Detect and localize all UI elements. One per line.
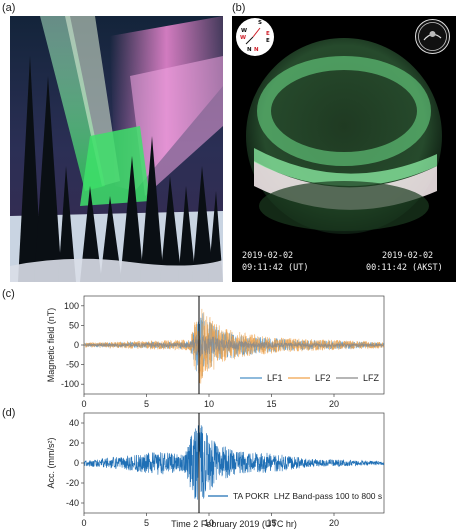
compass-w-red: W — [240, 35, 247, 41]
allsky-date-right: 2019-02-02 — [382, 251, 434, 261]
compass-n-red: N — [254, 47, 259, 53]
institute-logo-icon — [415, 19, 450, 54]
panel-label-c: (c) — [2, 288, 15, 300]
y-tick-label: -40 — [66, 498, 79, 508]
series-line-ta-pokr-lhz-band-pass-100-to-800-s — [83, 425, 385, 500]
x-tick-label: 20 — [329, 518, 339, 528]
chart-c-legend: LF1 LF2 LFZ — [240, 373, 380, 383]
aurora-photo-illustration — [10, 16, 223, 282]
compass-needle-icon — [245, 27, 261, 45]
panel-label-b: (b) — [232, 2, 246, 14]
compass-n: N — [247, 47, 252, 53]
y-tick-label: -50 — [66, 360, 79, 370]
panel-label-a: (a) — [2, 2, 16, 14]
x-tick-label: 5 — [144, 518, 149, 528]
y-tick-label: -20 — [66, 478, 79, 488]
x-tick-label: 0 — [81, 399, 86, 408]
y-tick-label: 50 — [69, 320, 79, 330]
legend-lf1: LF1 — [267, 373, 283, 383]
allsky-camera-image: S W W E E N N 2019-02-02 09:11:42 (UT) 2… — [232, 16, 456, 282]
compass-rose: S W W E E N N — [236, 18, 274, 56]
compass-s: S — [258, 20, 262, 26]
legend-lfz: LFZ — [363, 373, 380, 383]
y-tick-label: 100 — [64, 301, 79, 311]
y-tick-label: 0 — [74, 340, 79, 350]
allsky-time-left: 09:11:42 (UT) — [242, 263, 309, 273]
legend-lf2: LF2 — [315, 373, 331, 383]
compass-w: W — [241, 28, 248, 34]
acceleration-chart: 0 5 10 15 20 40 20 0 -20 -40 Acc. (mm/s²) Time 2 … — [46, 412, 385, 529]
legend-accel: TA POKR LHZ Band-pass 100 to 800 s — [233, 491, 382, 501]
allsky-date-left: 2019-02-02 — [242, 251, 294, 261]
x-tick-label: 10 — [204, 399, 214, 408]
panel-label-d: (d) — [2, 407, 16, 419]
chart-d-ylabel: Acc. (mm/s²) — [46, 438, 56, 489]
x-tick-label: 0 — [81, 518, 86, 528]
magnetic-field-chart: 0 5 10 15 20 100 50 0 -50 -100 Magnetic field (nT… — [46, 295, 385, 408]
x-tick-label: 20 — [329, 399, 339, 408]
x-tick-label: 15 — [266, 399, 276, 408]
y-tick-label: 20 — [69, 438, 79, 448]
y-tick-label: -100 — [61, 379, 79, 389]
compass-e: E — [266, 38, 270, 44]
chart-c-ylabel: Magnetic field (nT) — [46, 308, 56, 383]
x-tick-label: 5 — [144, 399, 149, 408]
y-tick-label: 0 — [74, 458, 79, 468]
compass-e-red: E — [266, 31, 270, 37]
y-tick-label: 40 — [69, 418, 79, 428]
x-tick-label: 15 — [266, 518, 276, 528]
allsky-time-right: 00:11:42 (AKST) — [366, 263, 443, 273]
logo-seal-icon — [418, 22, 447, 51]
series-line-lfz — [83, 334, 385, 359]
chart-d-legend: TA POKR LHZ Band-pass 100 to 800 s — [208, 491, 382, 501]
aurora-photo — [10, 16, 223, 282]
x-tick-label: 10 — [204, 518, 214, 528]
allsky-illustration — [246, 38, 442, 234]
chart-d-xlabel: Time 2 February 2019 (UTC hr) — [171, 519, 297, 529]
